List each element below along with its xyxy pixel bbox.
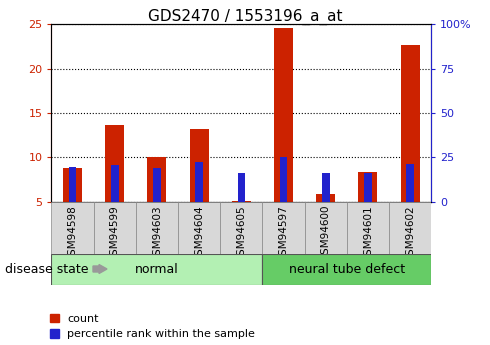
Text: normal: normal (135, 263, 179, 276)
Bar (63, 168, 82, 202)
Bar (153, 168, 161, 202)
Text: GSM94601: GSM94601 (363, 205, 373, 262)
Bar (401, 46, 419, 202)
Text: GSM94599: GSM94599 (110, 205, 120, 262)
Text: GSM94598: GSM94598 (68, 205, 77, 262)
Bar (178, 202, 220, 254)
Bar (196, 162, 203, 202)
Text: GSM94603: GSM94603 (152, 205, 162, 262)
Bar (220, 202, 263, 254)
Text: neural tube defect: neural tube defect (289, 263, 405, 276)
Bar (322, 172, 329, 202)
Bar (105, 125, 124, 202)
Bar (94, 202, 136, 254)
Bar (406, 164, 414, 202)
Bar (51, 254, 263, 285)
Bar (316, 194, 335, 202)
Text: GSM94605: GSM94605 (236, 205, 246, 262)
Legend: count, percentile rank within the sample: count, percentile rank within the sample (49, 314, 255, 339)
Bar (347, 202, 389, 254)
Bar (238, 172, 245, 202)
Bar (263, 254, 431, 285)
Bar (136, 202, 178, 254)
Bar (111, 165, 119, 202)
Text: GSM94597: GSM94597 (278, 205, 289, 262)
Text: GDS2470 / 1553196_a_at: GDS2470 / 1553196_a_at (148, 9, 342, 25)
Text: GSM94600: GSM94600 (321, 205, 331, 262)
Bar (51, 202, 94, 254)
Bar (147, 157, 167, 202)
Bar (364, 172, 372, 202)
Bar (305, 202, 347, 254)
Text: disease state: disease state (5, 263, 88, 276)
Bar (274, 28, 293, 202)
Bar (263, 202, 305, 254)
Bar (232, 201, 251, 202)
Bar (358, 171, 377, 202)
Bar (190, 129, 209, 202)
Text: GSM94604: GSM94604 (194, 205, 204, 262)
Text: GSM94602: GSM94602 (405, 205, 415, 262)
FancyArrow shape (93, 265, 107, 274)
Bar (280, 157, 287, 202)
Bar (389, 202, 431, 254)
Bar (69, 167, 76, 202)
